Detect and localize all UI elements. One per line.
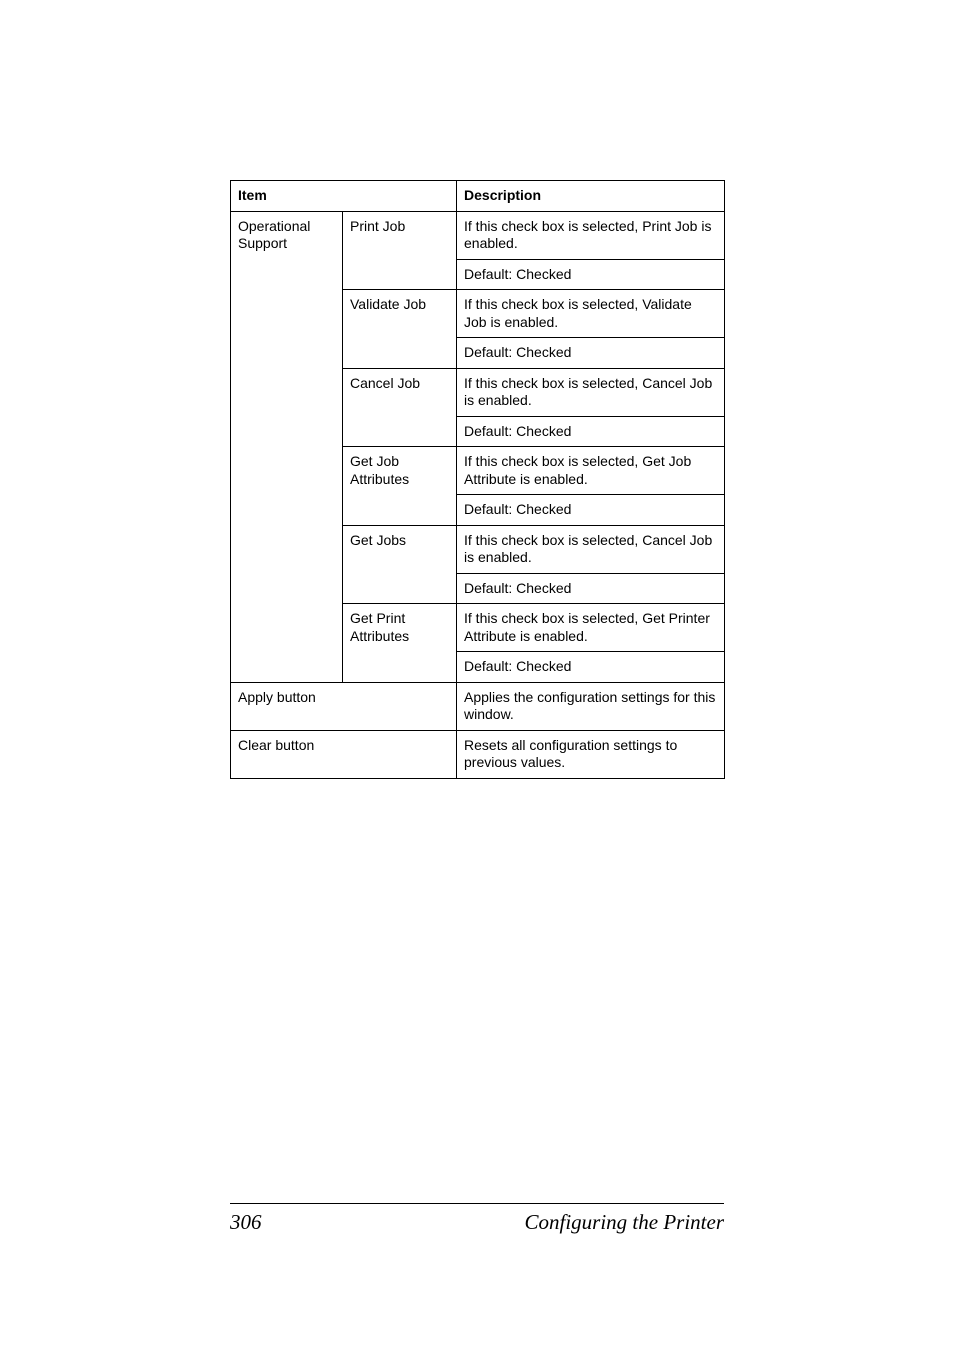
print-job-desc: If this check box is selected, Print Job…	[457, 211, 725, 259]
cancel-job-default: Default: Checked	[457, 416, 725, 447]
get-job-attributes-default: Default: Checked	[457, 495, 725, 526]
get-print-attributes-desc: If this check box is selected, Get Print…	[457, 604, 725, 652]
clear-button-desc: Resets all configuration settings to pre…	[457, 730, 725, 778]
table-row: Operational Support Print Job If this ch…	[231, 211, 725, 259]
cancel-job-desc: If this check box is selected, Cancel Jo…	[457, 368, 725, 416]
get-job-attributes-label: Get Job Attributes	[343, 447, 457, 526]
settings-table: Item Description Operational Support Pri…	[230, 180, 725, 779]
header-description: Description	[457, 181, 725, 212]
validate-job-desc: If this check box is selected, Validate …	[457, 290, 725, 338]
get-print-attributes-label: Get Print Attributes	[343, 604, 457, 683]
validate-job-default: Default: Checked	[457, 338, 725, 369]
footer-row: 306 Configuring the Printer	[230, 1210, 724, 1235]
validate-job-label: Validate Job	[343, 290, 457, 369]
table-header-row: Item Description	[231, 181, 725, 212]
print-job-label: Print Job	[343, 211, 457, 290]
get-jobs-desc: If this check box is selected, Cancel Jo…	[457, 525, 725, 573]
footer-rule	[230, 1203, 724, 1204]
header-item: Item	[231, 181, 457, 212]
clear-button-label: Clear button	[231, 730, 457, 778]
get-jobs-default: Default: Checked	[457, 573, 725, 604]
page-footer: 306 Configuring the Printer	[230, 1203, 724, 1235]
footer-page-number: 306	[230, 1210, 262, 1235]
get-print-attributes-default: Default: Checked	[457, 652, 725, 683]
get-jobs-label: Get Jobs	[343, 525, 457, 604]
apply-button-desc: Applies the configuration settings for t…	[457, 682, 725, 730]
cancel-job-label: Cancel Job	[343, 368, 457, 447]
print-job-default: Default: Checked	[457, 259, 725, 290]
apply-button-label: Apply button	[231, 682, 457, 730]
table-row: Clear button Resets all configuration se…	[231, 730, 725, 778]
footer-title: Configuring the Printer	[525, 1210, 725, 1235]
operational-support-label: Operational Support	[231, 211, 343, 682]
get-job-attributes-desc: If this check box is selected, Get Job A…	[457, 447, 725, 495]
page-content: Item Description Operational Support Pri…	[0, 0, 954, 779]
table-row: Apply button Applies the configuration s…	[231, 682, 725, 730]
